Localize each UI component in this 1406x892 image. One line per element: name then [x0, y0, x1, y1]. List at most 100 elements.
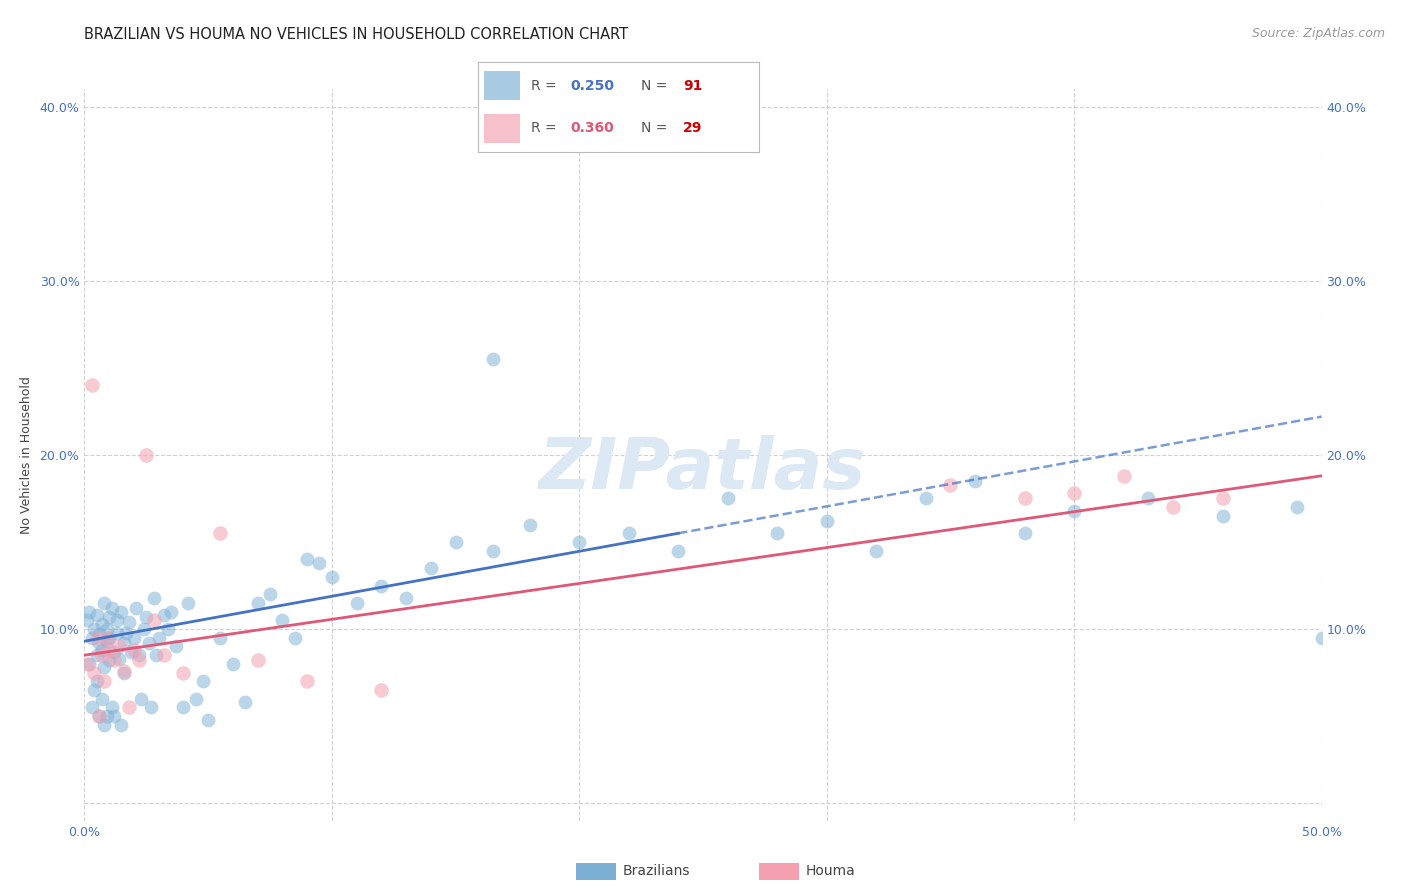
Point	[80, 631, 103, 645]
Point	[96, 634, 118, 648]
Point	[191, 674, 214, 689]
Point	[96, 709, 118, 723]
Point	[222, 657, 245, 671]
Point	[321, 570, 343, 584]
Point	[1285, 500, 1308, 515]
Point	[370, 578, 392, 592]
Point	[370, 683, 392, 698]
Point	[346, 596, 368, 610]
Point	[98, 631, 121, 645]
Point	[79, 657, 101, 671]
Point	[98, 643, 121, 657]
Point	[110, 718, 132, 732]
Point	[172, 665, 194, 680]
Point	[1112, 468, 1135, 483]
Point	[395, 591, 418, 605]
Point	[93, 718, 115, 732]
Text: Brazilians: Brazilians	[623, 864, 690, 879]
Point	[142, 591, 165, 605]
Point	[90, 648, 112, 663]
Point	[1014, 491, 1036, 506]
Point	[246, 653, 269, 667]
Point	[86, 608, 108, 623]
Point	[865, 543, 887, 558]
Point	[100, 601, 122, 615]
Point	[86, 648, 108, 663]
Point	[110, 605, 132, 619]
Point	[115, 625, 138, 640]
Point	[142, 613, 165, 627]
Point	[209, 631, 232, 645]
Point	[152, 648, 174, 663]
Text: 91: 91	[683, 78, 703, 93]
Point	[717, 491, 740, 506]
Point	[98, 653, 121, 667]
Text: Source: ZipAtlas.com: Source: ZipAtlas.com	[1251, 27, 1385, 40]
Point	[1063, 486, 1085, 500]
Point	[112, 636, 135, 650]
Point	[568, 535, 591, 549]
Point	[308, 556, 330, 570]
Bar	[484, 71, 520, 100]
Point	[93, 674, 115, 689]
Text: R =: R =	[531, 121, 561, 136]
Text: ZIPatlas: ZIPatlas	[540, 435, 866, 504]
Point	[666, 543, 689, 558]
Point	[481, 543, 503, 558]
Point	[118, 615, 141, 629]
Point	[120, 645, 142, 659]
Point	[914, 491, 936, 506]
Point	[83, 683, 105, 698]
Point	[419, 561, 441, 575]
Text: 0.250: 0.250	[571, 78, 614, 93]
Point	[103, 645, 125, 659]
Point	[112, 664, 135, 678]
Point	[141, 700, 163, 714]
Point	[177, 596, 200, 610]
Bar	[484, 114, 520, 143]
Point	[89, 709, 111, 723]
Point	[96, 622, 118, 636]
Point	[79, 605, 101, 619]
Point	[157, 622, 180, 636]
Point	[152, 608, 174, 623]
Point	[93, 660, 115, 674]
Point	[112, 665, 135, 680]
Point	[209, 526, 232, 541]
Point	[125, 601, 148, 615]
Point	[1063, 503, 1085, 517]
Point	[86, 631, 108, 645]
Point	[1212, 491, 1234, 506]
Point	[148, 631, 170, 645]
Point	[89, 627, 111, 641]
Point	[90, 691, 112, 706]
Point	[89, 709, 111, 723]
Text: N =: N =	[641, 78, 672, 93]
Point	[76, 613, 98, 627]
Point	[128, 653, 150, 667]
Point	[1014, 526, 1036, 541]
Text: 29: 29	[683, 121, 703, 136]
Point	[90, 643, 112, 657]
Point	[295, 552, 318, 566]
Point	[93, 596, 115, 610]
Point	[103, 709, 125, 723]
Y-axis label: No Vehicles in Household: No Vehicles in Household	[20, 376, 32, 533]
Point	[284, 631, 307, 645]
Text: BRAZILIAN VS HOUMA NO VEHICLES IN HOUSEHOLD CORRELATION CHART: BRAZILIAN VS HOUMA NO VEHICLES IN HOUSEH…	[84, 27, 628, 42]
Point	[1137, 491, 1160, 506]
Point	[145, 648, 167, 663]
Point	[135, 610, 157, 624]
Point	[1310, 631, 1333, 645]
Point	[129, 691, 152, 706]
Point	[1161, 500, 1184, 515]
Point	[939, 477, 962, 491]
Point	[122, 631, 145, 645]
Point	[138, 636, 160, 650]
Point	[132, 622, 155, 636]
Point	[246, 596, 269, 610]
Point	[80, 700, 103, 714]
Point	[100, 700, 122, 714]
Text: 0.360: 0.360	[571, 121, 614, 136]
Point	[128, 648, 150, 663]
